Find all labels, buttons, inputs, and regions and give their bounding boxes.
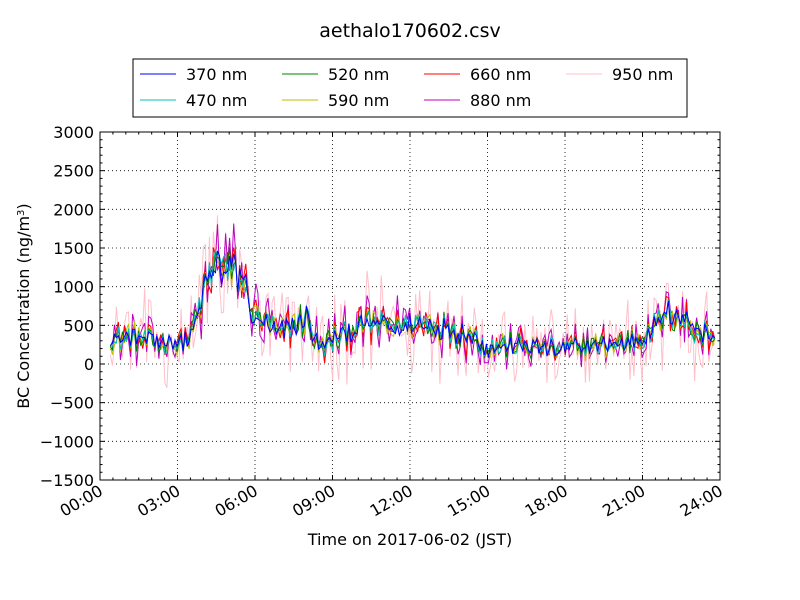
series-line-660-nm <box>109 247 716 363</box>
x-tick-label: 18:00 <box>522 481 571 521</box>
y-tick-label: 2500 <box>53 162 94 181</box>
x-tick-label: 06:00 <box>212 481 261 521</box>
plot-area <box>109 215 716 388</box>
y-tick-label: 1000 <box>53 278 94 297</box>
x-axis-label: Time on 2017-06-02 (JST) <box>307 530 512 549</box>
x-tick-label: 24:00 <box>677 481 726 521</box>
y-tick-label: −1500 <box>40 471 94 490</box>
legend-label: 590 nm <box>328 91 389 110</box>
legend-label: 520 nm <box>328 65 389 84</box>
legend: 370 nm 470 nm 520 nm 590 nm 660 nm 880 nm 950 … <box>132 58 688 118</box>
x-tick-label: 15:00 <box>444 481 493 521</box>
x-tick-label: 21:00 <box>599 481 648 521</box>
series-line-470-nm <box>110 249 715 358</box>
x-tick-label: 12:00 <box>367 481 416 521</box>
x-tick-label: 09:00 <box>289 481 338 521</box>
y-tick-label: 1500 <box>53 239 94 258</box>
y-tick-label: 0 <box>84 355 94 374</box>
legend-label: 880 nm <box>470 91 531 110</box>
legend-label: 470 nm <box>186 91 247 110</box>
series-line-950-nm <box>109 215 716 388</box>
y-tick-label: −500 <box>50 394 94 413</box>
legend-box <box>132 58 688 118</box>
series-line-370-nm <box>109 250 716 358</box>
grid <box>100 132 720 480</box>
y-axis-label: BC Concentration (ng/m3) <box>14 203 33 408</box>
series-line-520-nm <box>109 247 716 361</box>
y-tick-label: 2000 <box>53 200 94 219</box>
y-tick-label: 3000 <box>53 123 94 142</box>
legend-label: 660 nm <box>470 65 531 84</box>
legend-label: 950 nm <box>612 65 673 84</box>
y-tick-label: 500 <box>63 316 94 335</box>
legend-label: 370 nm <box>186 65 247 84</box>
y-tick-label: −1000 <box>40 432 94 451</box>
chart-title: aethalo170602.csv <box>319 20 501 42</box>
x-tick-label: 03:00 <box>134 481 183 521</box>
